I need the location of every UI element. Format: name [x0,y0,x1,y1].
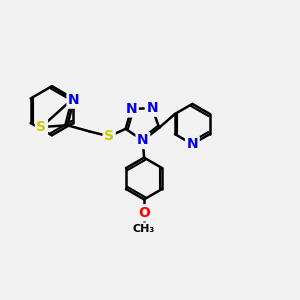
Text: N: N [146,101,158,115]
Text: N: N [137,134,149,148]
Text: CH₃: CH₃ [133,224,155,234]
Text: N: N [125,102,137,116]
Text: N: N [68,93,80,107]
Text: O: O [138,206,150,220]
Text: N: N [187,137,198,151]
Text: S: S [104,129,114,143]
Text: S: S [37,120,46,134]
